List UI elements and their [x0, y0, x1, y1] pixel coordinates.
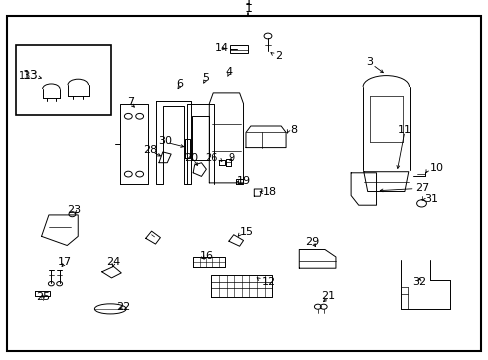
Text: 24: 24 — [106, 257, 121, 267]
Text: 32: 32 — [412, 276, 426, 287]
Text: 1: 1 — [244, 0, 252, 8]
Text: 10: 10 — [428, 163, 443, 174]
Text: 8: 8 — [289, 125, 297, 135]
Text: 30: 30 — [158, 136, 172, 146]
Text: 26: 26 — [205, 153, 217, 163]
Text: 2: 2 — [274, 51, 282, 61]
Text: 1: 1 — [244, 3, 252, 15]
Text: 12: 12 — [261, 276, 275, 287]
Text: 11: 11 — [397, 125, 411, 135]
Text: 17: 17 — [58, 257, 71, 267]
Bar — [229, 45, 248, 53]
Text: 9: 9 — [228, 153, 235, 163]
Text: 20: 20 — [183, 153, 197, 163]
Text: 18: 18 — [263, 186, 277, 197]
Text: 19: 19 — [237, 176, 251, 186]
Text: 29: 29 — [304, 237, 319, 247]
Text: 7: 7 — [127, 96, 134, 107]
Text: 6: 6 — [176, 78, 183, 89]
Text: 4: 4 — [225, 67, 232, 77]
Text: 27: 27 — [414, 183, 428, 193]
Text: 15: 15 — [239, 227, 253, 237]
Text: 14: 14 — [215, 42, 229, 53]
Text: 21: 21 — [321, 291, 335, 301]
Text: 13: 13 — [19, 71, 32, 81]
Text: 16: 16 — [199, 251, 213, 261]
Text: 28: 28 — [143, 145, 158, 156]
Text: 13: 13 — [22, 69, 38, 82]
Text: 3: 3 — [365, 57, 372, 67]
Bar — [16, 45, 111, 115]
Text: 25: 25 — [36, 292, 50, 302]
Text: 23: 23 — [67, 204, 81, 215]
Text: 31: 31 — [424, 194, 438, 204]
Text: 5: 5 — [202, 73, 208, 84]
Text: 22: 22 — [116, 302, 130, 312]
